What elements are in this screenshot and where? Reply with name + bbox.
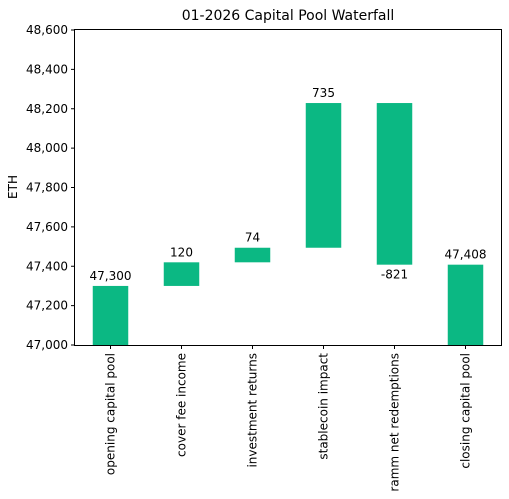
bars-layer: [92, 103, 484, 345]
bar-value-label: 47,300: [90, 269, 132, 283]
y-tick-label: 47,200: [26, 299, 68, 313]
chart-title: 01-2026 Capital Pool Waterfall: [182, 8, 395, 24]
y-tick-label: 47,800: [26, 181, 68, 195]
bar: [447, 264, 484, 345]
x-tick-label: stablecoin impact: [317, 353, 331, 460]
y-tick-label: 48,000: [26, 141, 68, 155]
bar-value-label: 120: [170, 245, 193, 259]
y-axis-label: ETH: [6, 175, 20, 199]
x-tick-label: cover fee income: [175, 353, 189, 457]
bar-value-label: 735: [312, 86, 335, 100]
y-tick-label: 47,400: [26, 259, 68, 273]
bar: [376, 103, 413, 265]
y-tick-label: 48,400: [26, 62, 68, 76]
x-tick-label: closing capital pool: [459, 353, 473, 469]
y-axis-ticks: 47,000 47,200 47,400 47,600 47,800 48,000 48,2…: [26, 23, 75, 352]
bar: [234, 247, 271, 263]
x-axis-ticks: opening capital pool cover fee income inve…: [104, 345, 473, 492]
bar-value-label: -821: [381, 268, 408, 282]
y-tick-label: 48,200: [26, 102, 68, 116]
bar-value-label: 74: [245, 231, 260, 245]
plot-frame: [74, 29, 502, 346]
y-tick-label: 47,000: [26, 338, 68, 352]
bar: [92, 285, 129, 345]
value-labels-layer: 47,300 120 74 735 -821 47,408: [90, 86, 487, 283]
bar: [305, 103, 342, 248]
x-tick-label: investment returns: [246, 353, 260, 468]
bar: [163, 262, 200, 286]
y-tick-label: 47,600: [26, 220, 68, 234]
y-tick-label: 48,600: [26, 23, 68, 37]
x-tick-label: opening capital pool: [104, 353, 118, 475]
x-tick-label: ramm net redemptions: [388, 353, 402, 492]
bar-value-label: 47,408: [445, 248, 487, 262]
